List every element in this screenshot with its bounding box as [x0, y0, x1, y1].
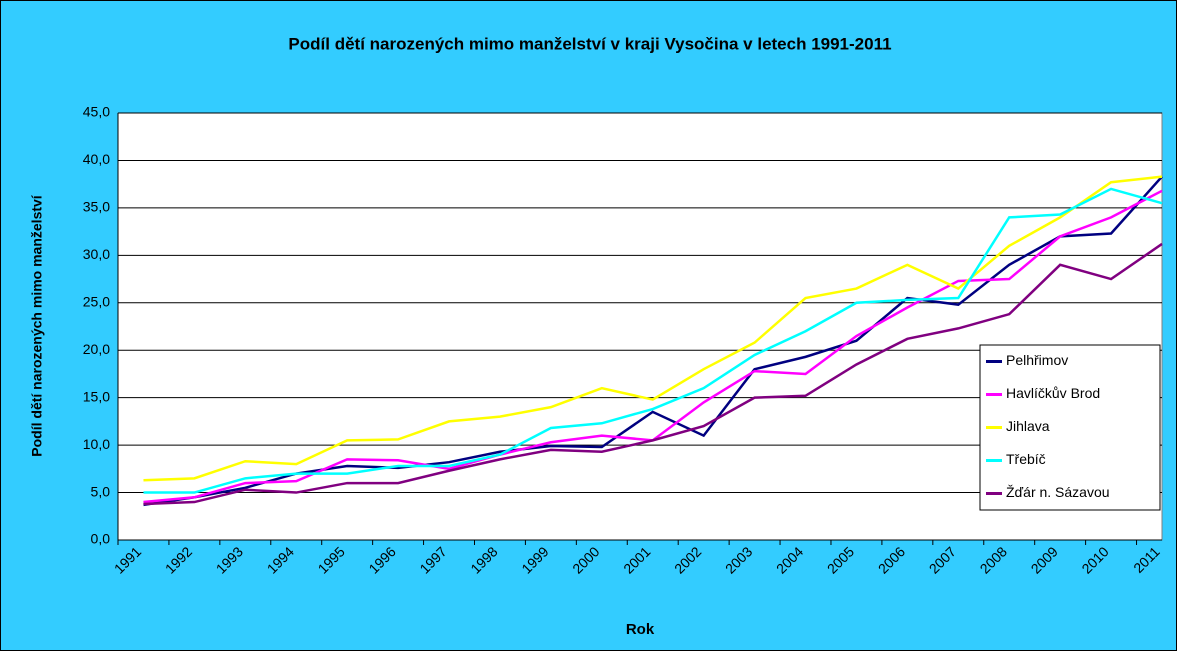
x-axis-title: Rok	[626, 621, 655, 638]
y-tick-label: 10,0	[83, 436, 110, 452]
y-tick-label: 45,0	[83, 104, 110, 120]
series-line	[143, 175, 1163, 507]
y-tick-label: 25,0	[83, 293, 110, 309]
y-tick-label: 30,0	[83, 246, 110, 262]
y-tick-label: 0,0	[91, 531, 111, 547]
y-tick-label: 35,0	[83, 199, 110, 215]
series-line	[143, 187, 1163, 494]
legend-label: Žďár n. Sázavou	[1006, 484, 1110, 500]
legend-label: Třebíč	[1006, 451, 1046, 467]
legend-label: Jihlava	[1006, 418, 1050, 434]
legend-label: Pelhřimov	[1006, 352, 1068, 368]
y-tick-label: 15,0	[83, 388, 110, 404]
chart-title: Podíl dětí narozených mimo manželství v …	[288, 34, 891, 53]
y-tick-label: 40,0	[83, 151, 110, 167]
series-line	[143, 175, 1163, 482]
series-line	[143, 242, 1163, 506]
y-axis-title: Podíl dětí narozených mimo manželství	[29, 194, 45, 457]
legend-box	[979, 344, 1161, 511]
y-tick-label: 20,0	[83, 341, 110, 357]
y-tick-label: 5,0	[91, 483, 111, 499]
legend-label: Havlíčkův Brod	[1006, 385, 1100, 401]
